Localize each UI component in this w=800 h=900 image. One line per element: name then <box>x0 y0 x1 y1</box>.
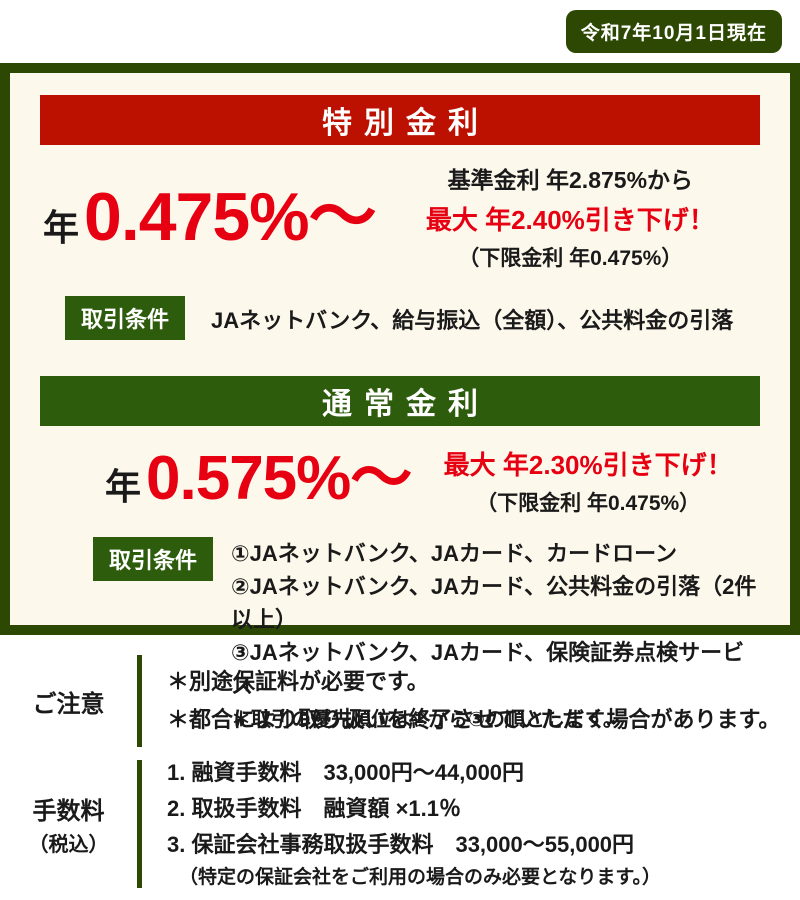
special-conditions-badge: 取引条件 <box>65 296 186 340</box>
special-rate-title: 特別金利 <box>322 107 490 140</box>
notice-section: ご注意 ＊別途保証料が必要です。 ＊都合により取り扱いを終了させていただく場合が… <box>0 655 800 747</box>
special-rate-row: 年 0.475%～ 基準金利 年2.875%から 最大 年2.40%引き下げ！ … <box>43 161 765 272</box>
fee-guarantee-note: （特定の保証会社をご利用の場合のみ必要となります。） <box>179 867 662 888</box>
special-rate-value: 0.475%～ <box>84 178 377 255</box>
normal-rate-row: 年 0.575%～ 最大 年2.30%引き下げ！ （下限金利 年0.475%） <box>105 440 765 517</box>
fees-section: 手数料 （税込） 1. 融資手数料 33,000円～44,000円 2. 取扱手… <box>0 760 800 888</box>
special-base-rate-line: 基準金利 年2.875%から <box>447 167 694 193</box>
fees-content: 1. 融資手数料 33,000円～44,000円 2. 取扱手数料 融資額 ×1… <box>137 760 800 888</box>
normal-rate-title: 通常金利 <box>322 388 490 421</box>
fees-label: 手数料 （税込） <box>0 760 137 888</box>
normal-condition-item-1: ①JAネットバンク、JAカード、カードローン <box>231 541 678 566</box>
normal-rate-prefix: 年 <box>105 465 142 507</box>
normal-conditions-priority-note: ＊取引の優先順位は①から③の順とします。 <box>231 709 623 731</box>
special-floor-rate-line: （下限金利 年0.475%） <box>458 247 683 270</box>
date-badge: 令和7年10月1日現在 <box>565 10 782 53</box>
special-conditions-row: 取引条件 JAネットバンク、給与振込（全額）、公共料金の引落 <box>65 296 760 340</box>
normal-condition-item-2: ②JAネットバンク、JAカード、公共料金の引落（2件以上） <box>231 574 757 632</box>
normal-conditions-badge: 取引条件 <box>93 537 214 581</box>
notice-content: ＊別途保証料が必要です。 ＊都合により取り扱いを終了させていただく場合があります… <box>137 655 800 747</box>
normal-rate-details: 最大 年2.30%引き下げ！ （下限金利 年0.475%） <box>411 440 765 517</box>
notice-item-1: ＊別途保証料が必要です。 <box>167 669 429 694</box>
normal-rate-value-group: 年 0.575%～ <box>105 443 412 513</box>
fee-item-2: 2. 取扱手数料 融資額 ×1.1％ <box>167 796 462 821</box>
normal-rate-value: 0.575%～ <box>146 443 412 513</box>
normal-conditions-row: 取引条件 ①JAネットバンク、JAカード、カードローン ②JAネットバンク、JA… <box>93 537 760 737</box>
rates-panel: 特別金利 年 0.475%～ 基準金利 年2.875%から 最大 年2.40%引… <box>0 63 800 731</box>
fee-item-1: 1. 融資手数料 33,000円～44,000円 <box>167 760 525 785</box>
special-rate-prefix: 年 <box>43 206 80 248</box>
special-conditions-text: JAネットバンク、給与振込（全額）、公共料金の引落 <box>211 308 734 333</box>
special-discount-line: 最大 年2.40%引き下げ！ <box>425 205 715 235</box>
normal-conditions-list: ①JAネットバンク、JAカード、カードローン ②JAネットバンク、JAカード、公… <box>231 537 760 737</box>
fees-label-line2: （税込） <box>28 834 109 856</box>
notice-label: ご注意 <box>32 690 105 718</box>
special-rate-details: 基準金利 年2.875%から 最大 年2.40%引き下げ！ （下限金利 年0.4… <box>376 161 765 272</box>
normal-condition-item-3: ③JAネットバンク、JAカード、保険証券点検サービス <box>231 640 745 698</box>
fees-label-line1: 手数料 <box>32 798 105 825</box>
special-rate-value-group: 年 0.475%～ <box>43 178 377 255</box>
normal-rate-banner: 通常金利 <box>40 376 760 426</box>
fee-item-3: 3. 保証会社事務取扱手数料 33,000～55,000円 <box>167 832 635 857</box>
notice-item-2: ＊都合により取り扱いを終了させていただく場合があります。 <box>167 707 781 732</box>
normal-floor-rate-line: （下限金利 年0.475%） <box>476 492 701 515</box>
normal-discount-line: 最大 年2.30%引き下げ！ <box>443 450 733 480</box>
special-rate-banner: 特別金利 <box>40 95 760 145</box>
